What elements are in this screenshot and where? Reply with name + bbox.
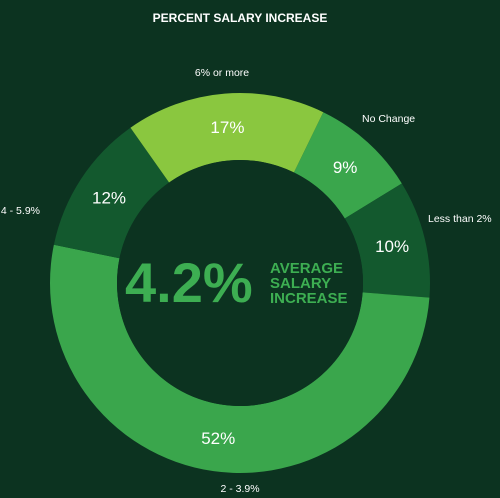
donut-slice (50, 244, 430, 473)
donut-slice (53, 127, 170, 259)
slice-value-labels: 9% 10% 52% 12% 17% (92, 118, 409, 448)
slice-category-label: No Change (362, 113, 415, 125)
slice-category-label: 6% or more (195, 67, 249, 79)
donut-slice (344, 183, 430, 298)
slice-value-label: 10% (375, 237, 409, 256)
center-average-value: 4.2% (125, 251, 253, 314)
center-text-average: AVERAGE (270, 260, 343, 277)
slice-value-label: 17% (210, 118, 244, 137)
donut-slices (50, 93, 430, 473)
donut-hole (117, 160, 363, 406)
slice-category-label: Less than 2% (428, 213, 492, 225)
center-text-increase: INCREASE (270, 290, 348, 307)
slice-category-label: 4 - 5.9% (1, 205, 40, 217)
slice-category-labels: No Change Less than 2% 2 - 3.9% 4 - 5.9% 6% … (1, 67, 492, 495)
donut-slice (293, 112, 402, 219)
donut-slice (130, 93, 324, 183)
slice-value-label: 52% (201, 429, 235, 448)
slice-category-label: 2 - 3.9% (220, 483, 259, 495)
center-text-salary: SALARY (270, 275, 331, 292)
slice-value-label: 12% (92, 188, 126, 207)
slice-value-label: 9% (333, 158, 358, 177)
chart-title: PERCENT SALARY INCREASE (153, 11, 328, 25)
